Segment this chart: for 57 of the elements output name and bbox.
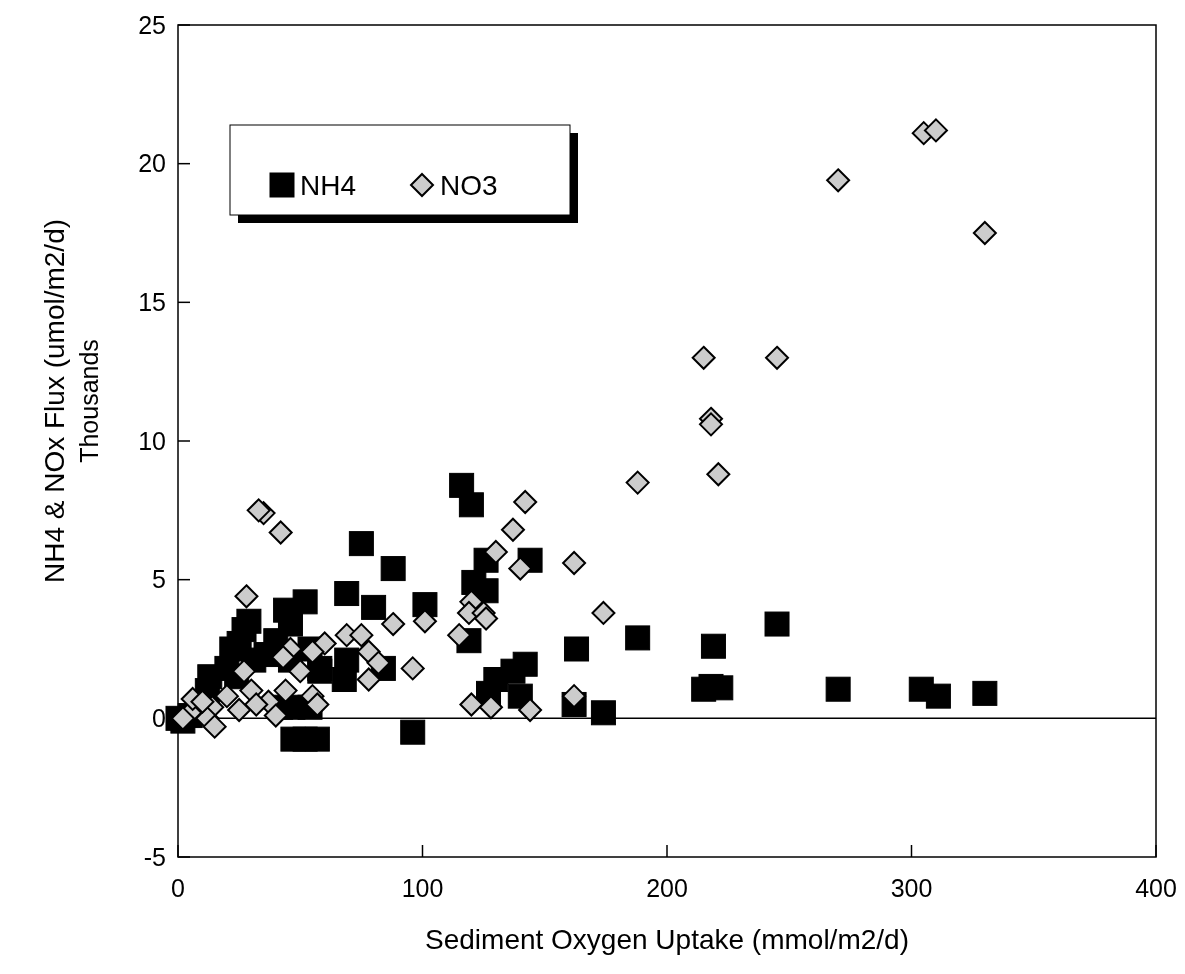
point [508,556,533,581]
point [500,517,525,542]
y-tick-label: 10 [138,426,166,455]
point [400,656,425,681]
point [244,692,269,717]
point [412,609,437,634]
legend-label: NH4 [300,169,357,201]
x-tick-label: 200 [646,874,688,902]
point [288,659,313,684]
x-tick-label: 400 [1135,874,1177,902]
point [972,221,997,245]
x-tick-label: 100 [401,874,444,902]
point [305,692,330,717]
y-tick-label: 0 [152,704,166,733]
point [447,623,472,648]
point [190,689,215,714]
y-tick-label: 25 [138,10,166,39]
point [691,345,716,370]
point [263,703,288,728]
point [349,623,374,648]
point [202,714,227,739]
text: Thousands [75,339,103,463]
point [923,118,948,143]
point [232,659,257,684]
y-axis-title: NH4 & NOx Flux (umol/m2/d) [39,218,70,584]
point [518,698,543,723]
point [483,539,508,564]
y-tick-label: 5 [152,565,166,594]
point [706,462,731,487]
point [356,667,381,692]
y-tick-label: -5 [143,842,166,871]
y-tick-label: 20 [138,149,166,178]
point [214,684,239,709]
point [625,470,650,495]
point [227,698,252,723]
point [366,650,391,675]
point [381,612,406,637]
point [513,490,538,515]
point [246,498,271,523]
x-axis-title: Sediment Oxygen Uptake (mmol/m2/d) [425,924,909,955]
legend-label: NO3 [440,169,498,201]
y-tick-label: 15 [138,288,166,317]
x-tick-label: 0 [171,874,185,902]
point [699,412,724,437]
point [268,520,293,545]
point [459,692,484,717]
x-tick-label: 300 [890,874,933,902]
point [273,678,298,703]
point [562,684,587,709]
point [234,584,259,609]
point [562,551,587,576]
point [271,645,296,670]
point [474,606,499,631]
point [765,345,790,370]
point [591,600,616,625]
point [478,695,503,720]
point [826,168,851,193]
